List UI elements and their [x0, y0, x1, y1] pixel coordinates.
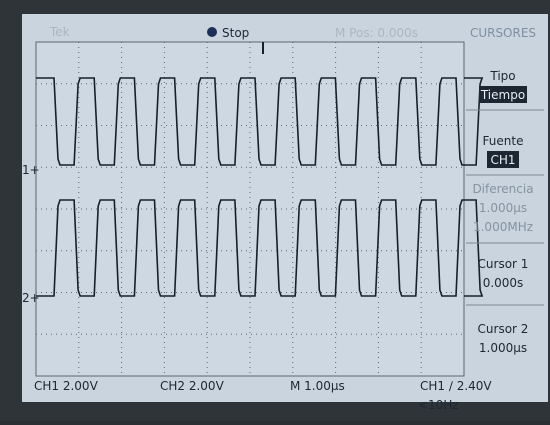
- menu-value: CH1: [490, 153, 515, 167]
- trigger: CH1 ∕ 2.40V: [420, 379, 492, 393]
- menu-label: Cursor 2: [478, 322, 529, 336]
- menu-value: 1.000µs: [479, 201, 527, 215]
- ch2-marker: 2+: [22, 291, 40, 305]
- menu-label: Fuente: [483, 134, 524, 148]
- position: M Pos: 0.000s: [335, 26, 418, 40]
- menu-label: Diferencia: [472, 182, 533, 196]
- menu-value: 1.000MHz: [473, 220, 533, 234]
- ch1-marker: 1+: [22, 163, 40, 177]
- menu-label: Cursor 1: [478, 257, 529, 271]
- brand: Tek: [49, 25, 70, 39]
- page: Tek Stop M Pos: 0.000s 1+ 2+ CURSORES Ti…: [0, 0, 550, 421]
- menu-value: Tiempo: [480, 88, 525, 102]
- menu-value: 0.000s: [483, 276, 524, 290]
- frequency: <10Hz: [418, 398, 459, 412]
- ch1-scale: CH1 2.00V: [34, 379, 99, 393]
- menu-title: CURSORES: [470, 26, 536, 40]
- menu-value: 1.000µs: [479, 341, 527, 355]
- time-scale: M 1.00µs: [290, 379, 345, 393]
- ch2-scale: CH2 2.00V: [160, 379, 225, 393]
- stop-dot: [207, 27, 217, 37]
- oscilloscope-photo: Tek Stop M Pos: 0.000s 1+ 2+ CURSORES Ti…: [0, 0, 550, 421]
- menu-label: Tipo: [489, 69, 515, 83]
- state: Stop: [222, 26, 249, 40]
